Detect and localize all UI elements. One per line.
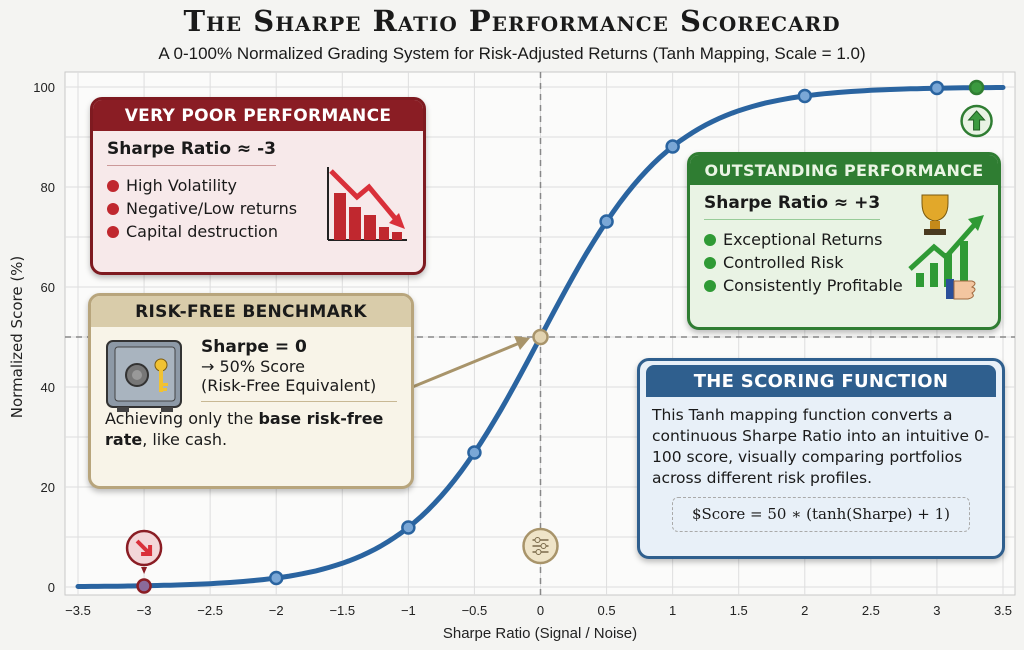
y-tick-label: 0 <box>48 580 55 595</box>
page-title: The Sharpe Ratio Performance Scorecard <box>183 4 841 38</box>
y-axis-label: Normalized Score (%) <box>8 256 26 419</box>
safe-with-key-icon <box>106 340 182 412</box>
declining-chart-icon <box>327 167 407 241</box>
bullet: Controlled Risk <box>704 253 984 272</box>
sharpe-zero-label: Sharpe = 0 <box>201 337 307 357</box>
bullet-text: Consistently Profitable <box>723 276 903 295</box>
bullet: High Volatility <box>107 176 409 195</box>
data-point-marker <box>929 80 945 96</box>
x-tick-label: 0.5 <box>598 603 616 618</box>
risk-free-equivalent-label: (Risk-Free Equivalent) <box>201 376 377 395</box>
bullet-text: Capital destruction <box>126 222 278 241</box>
callout-heading: Sharpe Ratio ≈ +3 <box>704 193 881 220</box>
desc-bold-text: base risk-free rate <box>105 409 384 449</box>
bullet: Negative/Low returns <box>107 199 409 218</box>
bullet-text: High Volatility <box>126 176 237 195</box>
risk-free-pointer-arrow <box>409 340 523 390</box>
bullet-text: Controlled Risk <box>723 253 844 272</box>
x-tick-label: −3.5 <box>65 603 91 618</box>
risk-free-benchmark-callout: RISK-FREE BENCHMARK Sharpe = 0 → 50% Sco… <box>88 293 414 489</box>
bullet: Consistently Profitable <box>704 276 984 295</box>
x-tick-label: 1.5 <box>730 603 748 618</box>
x-tick-label: 2.5 <box>862 603 880 618</box>
x-tick-label: −3 <box>137 603 152 618</box>
slider-knob <box>534 537 541 543</box>
outstanding-performance-callout: OUTSTANDING PERFORMANCE Sharpe Ratio ≈ +… <box>687 152 1001 330</box>
scoring-function-callout: THE SCORING FUNCTION This Tanh mapping f… <box>637 358 1005 559</box>
bullet-text: Exceptional Returns <box>723 230 883 249</box>
callout-header: THE SCORING FUNCTION <box>646 365 996 397</box>
function-description: This Tanh mapping function converts a co… <box>652 406 990 487</box>
badge-pointer <box>141 567 148 574</box>
x-tick-label: 3 <box>933 603 940 618</box>
data-point-marker <box>268 570 284 586</box>
x-tick-label: −1 <box>401 603 416 618</box>
data-point-marker <box>797 88 813 104</box>
arrow-head <box>514 336 530 350</box>
slider-knob <box>540 543 547 549</box>
score-50-label: → 50% Score <box>201 357 305 376</box>
y-tick-label: 40 <box>41 380 55 395</box>
bullet-text: Negative/Low returns <box>126 199 298 218</box>
y-tick-label: 80 <box>41 180 55 195</box>
data-point-marker <box>401 520 416 535</box>
data-point-marker <box>665 139 680 154</box>
data-point-marker <box>467 445 482 460</box>
desc-text: , like cash. <box>142 430 228 449</box>
x-axis-label: Sharpe Ratio (Signal / Noise) <box>443 625 637 642</box>
y-tick-label: 60 <box>41 280 55 295</box>
x-tick-label: −2 <box>269 603 284 618</box>
bullet: Capital destruction <box>107 222 409 241</box>
trophy-growth-icon <box>908 194 984 300</box>
x-tick-label: −0.5 <box>462 603 488 618</box>
very-poor-performance-callout: VERY POOR PERFORMANCE Sharpe Ratio ≈ -3 … <box>90 97 426 275</box>
risk-free-description: Achieving only the base risk-free rate, … <box>105 408 397 450</box>
x-tick-label: 3.5 <box>994 603 1012 618</box>
slider-knob <box>535 549 542 555</box>
callout-header: RISK-FREE BENCHMARK <box>91 296 411 327</box>
callout-heading: Sharpe Ratio ≈ -3 <box>107 139 276 166</box>
y-tick-label: 100 <box>33 80 55 95</box>
callout-header: VERY POOR PERFORMANCE <box>93 100 423 131</box>
x-tick-label: 1 <box>669 603 676 618</box>
page-subtitle: A 0-100% Normalized Grading System for R… <box>158 44 866 63</box>
good-highlight-marker <box>968 79 985 96</box>
callout-header: OUTSTANDING PERFORMANCE <box>690 155 998 185</box>
data-point-marker <box>599 214 614 229</box>
desc-text: Achieving only the <box>105 409 259 428</box>
x-tick-label: −1.5 <box>329 603 355 618</box>
y-tick-label: 20 <box>41 480 55 495</box>
poor-highlight-marker <box>136 578 152 594</box>
trend-down-arrow-icon <box>135 539 153 556</box>
x-tick-label: 2 <box>801 603 808 618</box>
arrow-up-icon <box>967 110 986 131</box>
bullet: Exceptional Returns <box>704 230 984 249</box>
x-tick-label: −2.5 <box>197 603 223 618</box>
formula: $Score = 50 ∗ (tanh(Sharpe) + 1) <box>672 497 970 532</box>
risk-free-marker <box>532 328 549 346</box>
x-tick-label: 0 <box>537 603 544 618</box>
